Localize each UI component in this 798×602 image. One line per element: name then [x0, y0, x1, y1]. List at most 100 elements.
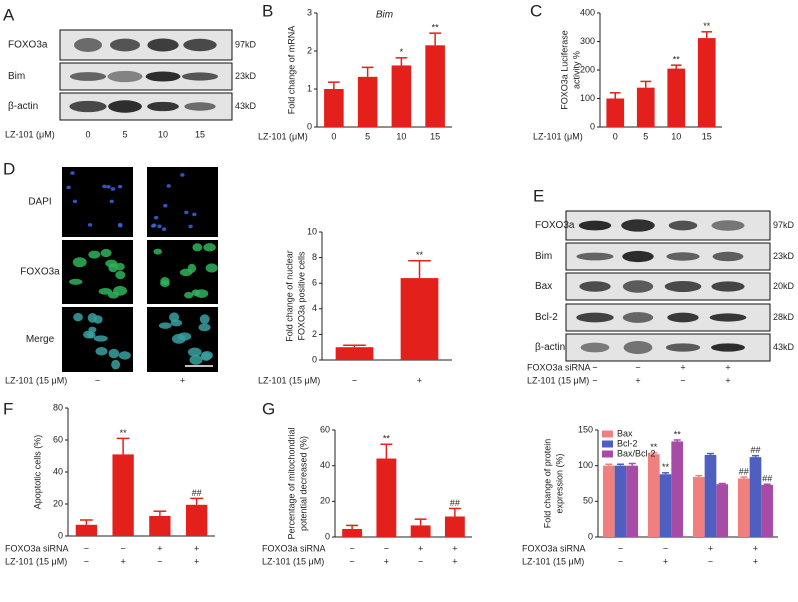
cell — [184, 210, 189, 215]
cell — [187, 263, 197, 273]
x-tick-label: 5 — [365, 131, 370, 141]
cell — [66, 185, 71, 190]
bar — [335, 347, 374, 360]
y-tick-label: 200 — [580, 64, 595, 74]
blot-band — [667, 312, 699, 323]
annotation: ** — [120, 428, 128, 438]
cell — [108, 348, 120, 359]
bar — [75, 524, 98, 536]
legend-label: Bax/Bcl-2 — [617, 448, 656, 458]
bar — [376, 458, 397, 537]
bar — [425, 45, 445, 127]
panel-letter: B — [262, 1, 273, 20]
condition-mark: − — [349, 556, 354, 566]
annotation: ## — [192, 488, 202, 498]
cell — [100, 248, 112, 258]
bar — [716, 484, 729, 537]
bar — [400, 278, 439, 360]
panel-letter: A — [3, 5, 15, 24]
condition-mark: − — [384, 543, 389, 553]
condition-mark: + — [452, 543, 457, 553]
blot-size-label: 28kD — [773, 312, 795, 322]
condition-mark: − — [708, 556, 713, 566]
cell — [153, 215, 159, 220]
blot-band — [622, 312, 654, 323]
x-axis-label: LZ-101 (15 μM) — [258, 375, 320, 385]
cell — [70, 171, 75, 175]
x-axis-label: LZ-101 (15 μM) — [5, 375, 67, 385]
cell — [88, 250, 101, 259]
blot-band — [73, 38, 103, 52]
condition-mark: + — [725, 375, 730, 385]
y-tick-label: 4 — [312, 303, 317, 313]
condition-mark: − — [618, 543, 623, 553]
condition-mark: − — [120, 543, 125, 553]
blot-band — [711, 281, 745, 292]
bar — [149, 516, 171, 536]
bar — [410, 525, 431, 537]
bar — [737, 478, 750, 537]
annotation: ** — [383, 434, 391, 444]
bar — [761, 484, 774, 537]
blot-band — [578, 220, 612, 231]
blot-band — [145, 71, 181, 82]
bar — [324, 89, 344, 127]
panel-letter: C — [530, 1, 542, 20]
condition-mark: − — [592, 375, 597, 385]
condition-label: FOXO3a siRNA — [5, 543, 69, 553]
cell — [180, 173, 185, 177]
condition-label: LZ-101 (15 μM) — [527, 375, 589, 385]
y-tick-label: 6 — [312, 278, 317, 288]
blot-band — [147, 38, 179, 52]
panel-letter: E — [533, 186, 544, 205]
condition-mark: + — [753, 543, 758, 553]
annotation: * — [400, 47, 404, 57]
panel-letter: F — [3, 399, 13, 418]
blot-band — [711, 343, 745, 352]
y-axis-label: Apoptotic cells (%) — [32, 435, 42, 510]
y-tick-label: 10 — [307, 226, 317, 236]
blot-band — [711, 220, 745, 231]
micrograph — [62, 167, 133, 237]
y-axis-label: activity % — [571, 51, 581, 89]
blot-row-label: β-actin — [8, 101, 38, 112]
condition-mark: − — [84, 543, 89, 553]
x-axis-label: LZ-101 (μM) — [533, 131, 583, 141]
annotation: ** — [673, 55, 681, 65]
legend-swatch — [602, 430, 613, 438]
cell — [115, 270, 126, 280]
annotation: ## — [450, 498, 460, 508]
cell — [72, 199, 78, 204]
blot-band — [108, 100, 142, 113]
blot-band — [621, 219, 655, 232]
blot-band — [664, 281, 702, 292]
blot-band — [666, 252, 700, 261]
cell — [87, 312, 98, 323]
blot-row-label: β-actin — [535, 342, 565, 353]
condition-label: FOXO3a siRNA — [262, 543, 326, 553]
x-tick-label: − — [352, 375, 357, 385]
annotation: ** — [703, 21, 711, 31]
bar — [659, 474, 672, 537]
condition-mark: + — [120, 556, 125, 566]
cell — [93, 335, 108, 342]
blot-band — [576, 312, 614, 323]
panel-letter: G — [262, 399, 275, 418]
bar — [357, 76, 378, 127]
y-tick-label: 400 — [580, 7, 595, 17]
panel-letter: D — [3, 159, 15, 178]
blot-band — [580, 342, 610, 353]
blot-size-label: 97kD — [235, 39, 257, 49]
blot-band — [622, 280, 654, 293]
blot-band — [184, 102, 216, 111]
blot-band — [69, 72, 107, 81]
cell — [95, 346, 108, 356]
condition-mark: − — [635, 362, 640, 372]
bar — [671, 441, 684, 537]
condition-label: LZ-101 (15 μM) — [522, 556, 584, 566]
condition-mark: − — [663, 543, 668, 553]
annotation: ## — [762, 474, 772, 484]
bar — [112, 454, 134, 536]
cell — [115, 262, 125, 271]
